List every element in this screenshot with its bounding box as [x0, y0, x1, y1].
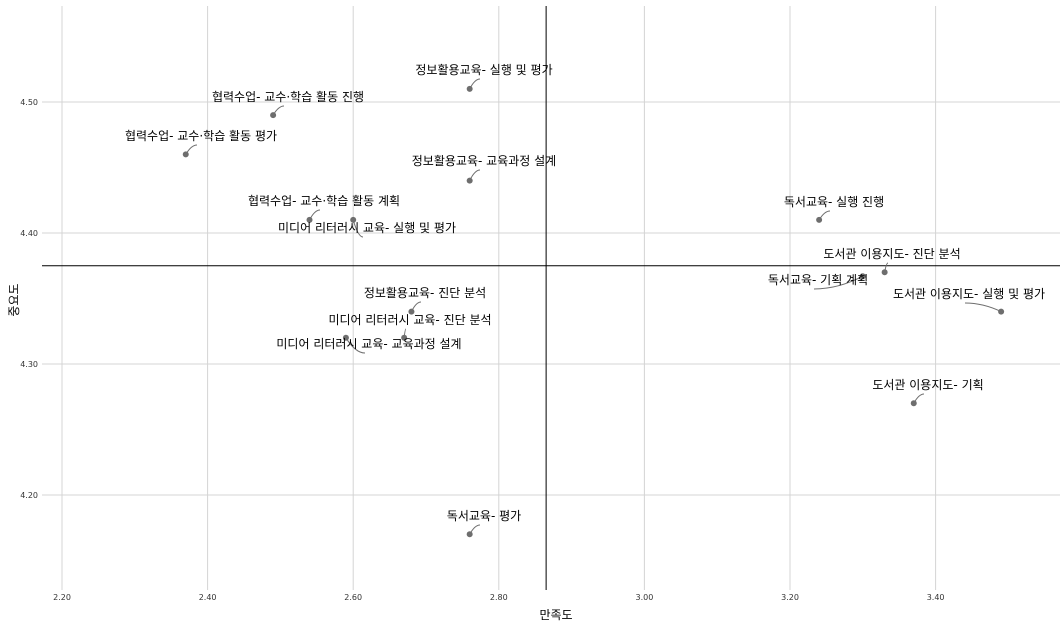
y-axis-title: 중요도: [7, 283, 21, 316]
point-label: 협력수업- 교수·학습 활동 진행: [212, 89, 364, 104]
y-tick-labels: 4.20 4.30 4.40 4.50: [20, 98, 38, 500]
y-tick-label: 4.40: [20, 229, 38, 238]
reference-lines: [42, 6, 1060, 590]
point-label: 도서관 이용지도- 진단 분석: [823, 247, 960, 261]
x-tick-label: 2.80: [490, 593, 508, 602]
leader-line: [964, 302, 1002, 313]
point-label: 도서관 이용지도- 실행 및 평가: [893, 286, 1045, 301]
data-point: [342, 334, 349, 341]
point-label: 독서교육- 기획 계획: [768, 273, 868, 287]
data-point: [306, 216, 313, 223]
point-label: 정보활용교육- 진단 분석: [364, 286, 486, 300]
y-tick-label: 4.50: [20, 98, 38, 107]
point-label: 협력수업- 교수·학습 활동 계획: [248, 194, 400, 208]
data-point: [182, 151, 189, 158]
x-tick-label: 2.20: [53, 593, 71, 602]
point-label: 도서관 이용지도- 기획: [872, 378, 983, 392]
x-tick-label: 2.60: [344, 593, 362, 602]
x-tick-label: 3.20: [781, 593, 799, 602]
point-label: 협력수업- 교수·학습 활동 평가: [125, 129, 277, 143]
data-points: [182, 78, 1005, 538]
data-point: [401, 334, 408, 341]
data-point: [998, 308, 1005, 315]
x-axis-title: 만족도: [539, 608, 572, 622]
data-point: [466, 531, 473, 538]
data-point: [408, 308, 415, 315]
point-label: 정보활용교육- 교육과정 설계: [412, 154, 556, 168]
data-point: [270, 112, 277, 119]
x-tick-label: 3.40: [927, 593, 945, 602]
data-point: [466, 85, 473, 92]
point-label: 독서교육- 실행 진행: [784, 194, 884, 209]
point-label: 미디어 리터러시 교육- 교육과정 설계: [276, 337, 461, 351]
y-tick-label: 4.20: [20, 491, 38, 500]
data-point: [859, 273, 866, 280]
data-point: [910, 400, 917, 407]
point-label: 독서교육- 평가: [447, 509, 521, 523]
x-tick-labels: 2.20 2.40 2.60 2.80 3.00 3.20 3.40: [53, 593, 944, 602]
data-point: [350, 216, 357, 223]
leader-line: [813, 275, 864, 290]
x-tick-label: 3.00: [635, 593, 653, 602]
data-point: [466, 177, 473, 184]
data-point: [881, 269, 888, 276]
x-tick-label: 2.40: [199, 593, 217, 602]
point-label: 미디어 리터러시 교육- 진단 분석: [328, 313, 491, 327]
y-tick-label: 4.30: [20, 360, 38, 369]
x-gridlines: [61, 6, 937, 590]
y-gridlines: [42, 101, 1060, 496]
point-label: 정보활용교육- 실행 및 평가: [415, 62, 552, 77]
point-label: 미디어 리터러시 교육- 실행 및 평가: [278, 220, 456, 235]
data-point: [816, 216, 823, 223]
